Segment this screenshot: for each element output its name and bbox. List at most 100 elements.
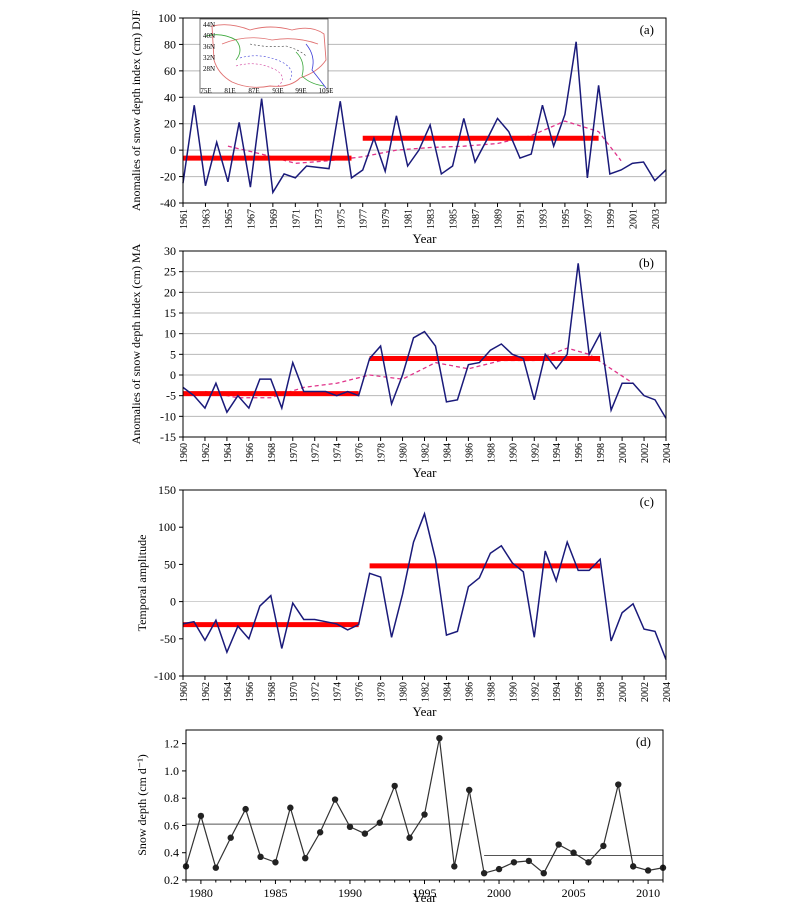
x-tick-label: 2000: [618, 682, 629, 702]
x-tick-label: 1983: [426, 209, 437, 229]
y-tick-label: 60: [164, 64, 176, 78]
x-tick-label: 1985: [449, 209, 460, 229]
panel-tag: (a): [640, 22, 654, 37]
map-contour: [239, 55, 293, 81]
map-lon-label: 75E: [200, 87, 211, 95]
panel-tag: (d): [636, 734, 651, 749]
x-tick-label: 1977: [359, 209, 370, 229]
x-tick-label: 1990: [338, 886, 362, 900]
data-point: [466, 786, 473, 794]
map-lat-label: 28N: [203, 65, 215, 73]
map-lat-label: 40N: [203, 32, 215, 40]
x-tick-label: 1963: [201, 209, 212, 229]
x-tick-label: 1994: [552, 443, 563, 463]
data-point: [570, 849, 577, 856]
y-tick-label: -20: [160, 170, 176, 184]
x-tick-label: 1995: [413, 886, 437, 900]
x-tick-label: 1972: [311, 682, 322, 702]
x-tick-label: 1990: [508, 443, 519, 463]
x-tick-label: 1999: [606, 209, 617, 229]
map-contour: [235, 63, 283, 87]
x-tick-label: 1998: [596, 682, 607, 702]
panel-tag: (c): [640, 494, 654, 509]
map-lat-label: 36N: [203, 43, 215, 51]
y-tick-label: 40: [164, 90, 176, 104]
y-tick-label: 100: [158, 520, 176, 534]
map-river: [295, 51, 325, 87]
data-point: [257, 853, 264, 861]
y-axis-title: Anomalies of snow depth index (cm) MA: [129, 243, 143, 444]
x-tick-label: 1980: [189, 886, 213, 900]
y-axis-title: Snow depth (cm d⁻¹): [135, 754, 149, 856]
smoothed-series-line: [227, 120, 622, 165]
data-point: [510, 859, 518, 866]
data-point: [242, 805, 249, 813]
x-tick-label: 1961: [179, 209, 190, 229]
map-contour: [249, 43, 307, 57]
y-tick-label: 30: [164, 244, 176, 258]
x-tick-label: 1988: [486, 682, 497, 702]
map-lon-label: 99E: [295, 87, 306, 95]
data-point: [644, 867, 652, 874]
data-point: [555, 841, 562, 848]
x-tick-label: 1986: [464, 682, 475, 702]
x-tick-label: 1962: [201, 682, 212, 702]
series-line: [185, 738, 664, 875]
x-tick-label: 1969: [269, 209, 280, 229]
x-tick-label: 1970: [289, 443, 300, 463]
map-lat-label: 32N: [203, 54, 215, 62]
x-tick-label: 1978: [377, 682, 388, 702]
map-border-line: [221, 37, 319, 45]
x-tick-label: 1973: [314, 209, 325, 229]
x-tick-label: 1989: [494, 209, 505, 229]
y-tick-label: 150: [158, 483, 176, 497]
x-tick-label: 1992: [530, 443, 541, 463]
x-tick-label: 1991: [516, 209, 527, 229]
x-tick-label: 1993: [538, 209, 549, 229]
data-point: [287, 804, 294, 811]
x-tick-label: 1978: [377, 443, 388, 463]
data-point: [331, 796, 339, 803]
chart-panel: -15 -10 -5 0 5 10 15 20 25 30 1960 1962 1964 1966 1968…: [129, 243, 673, 480]
y-tick-label: 100: [158, 11, 176, 25]
y-axis-title: Temporal amplitude: [135, 535, 149, 632]
data-point: [361, 830, 369, 837]
y-tick-label: 0.6: [164, 818, 179, 832]
y-tick-label: 0.4: [164, 846, 179, 860]
x-axis-title: Year: [413, 890, 438, 905]
y-axis-title: Anomalies of snow depth index (cm) DJF: [129, 10, 143, 212]
x-tick-label: 2010: [636, 886, 660, 900]
x-tick-label: 1992: [530, 682, 541, 702]
y-tick-label: -40: [160, 196, 176, 210]
x-tick-label: 2003: [651, 209, 662, 229]
data-point: [480, 869, 488, 877]
x-tick-label: 1988: [486, 443, 497, 463]
x-tick-label: 1984: [442, 682, 453, 702]
chart-panel: -100 -50 0 50 100 150 1960 1962 1964 1966 1968 1970…: [135, 483, 673, 719]
series-line: [182, 511, 667, 660]
x-tick-label: 1985: [263, 886, 287, 900]
y-tick-label: 0: [170, 595, 176, 609]
x-tick-label: 1982: [421, 682, 432, 702]
y-tick-label: 20: [164, 117, 176, 131]
x-tick-label: 1966: [245, 682, 256, 702]
data-point: [600, 842, 607, 850]
y-tick-label: 0: [170, 143, 176, 157]
x-tick-label: 1962: [201, 443, 212, 463]
y-tick-label: 80: [164, 37, 176, 51]
map-border-outline: [211, 24, 327, 88]
y-tick-label: 1.2: [164, 737, 179, 751]
y-tick-label: 0.2: [164, 873, 179, 887]
x-tick-label: 2001: [628, 209, 639, 229]
x-tick-label: 1964: [223, 682, 234, 702]
y-tick-label: 0.8: [164, 791, 179, 805]
plot-frame: [182, 489, 667, 677]
x-tick-label: 1984: [442, 443, 453, 463]
y-tick-label: 25: [164, 265, 176, 279]
y-tick-label: -15: [160, 430, 176, 444]
x-tick-label: 1996: [574, 443, 585, 463]
x-tick-label: 1976: [355, 443, 366, 463]
y-tick-label: -5: [166, 389, 176, 403]
data-point: [272, 859, 279, 866]
